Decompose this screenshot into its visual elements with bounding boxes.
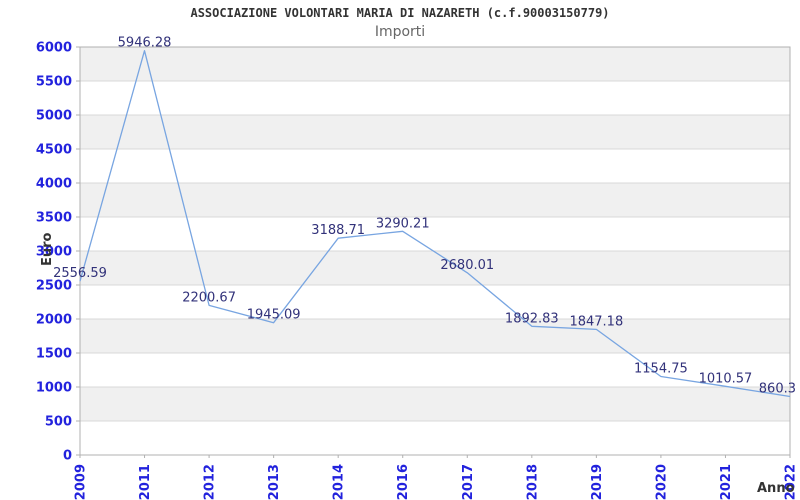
x-axis-title: Anno	[757, 481, 795, 496]
y-tick-label: 4000	[36, 177, 72, 192]
x-tick-label: 2012	[203, 464, 218, 500]
y-tick-label: 1500	[36, 347, 72, 362]
grid-band	[80, 115, 790, 149]
data-point-label: 1945.09	[247, 308, 301, 323]
y-tick-label: 2000	[36, 313, 72, 328]
x-tick-label: 2011	[138, 464, 153, 500]
x-tick-label: 2020	[654, 464, 669, 500]
y-tick-label: 4500	[36, 143, 72, 158]
x-tick-label: 2019	[590, 464, 605, 500]
data-point-label: 2680.01	[440, 258, 494, 273]
x-tick-label: 2013	[267, 464, 282, 500]
grid-band	[80, 183, 790, 217]
data-point-label: 2200.67	[182, 290, 236, 305]
y-tick-label: 500	[45, 415, 72, 430]
grid-band	[80, 319, 790, 353]
grid-band	[80, 47, 790, 81]
data-point-label: 1154.75	[634, 361, 688, 376]
x-tick-label: 2021	[719, 464, 734, 500]
data-point-label: 1847.18	[569, 314, 623, 329]
x-tick-label: 2014	[332, 464, 347, 500]
data-point-label: 3188.71	[311, 223, 365, 238]
chart-subtitle: Importi	[374, 24, 426, 40]
data-point-label: 1010.57	[699, 371, 753, 386]
y-tick-label: 0	[63, 449, 72, 464]
data-point-label: 2556.59	[53, 266, 107, 281]
y-tick-label: 5500	[36, 75, 72, 90]
data-point-label: 1892.83	[505, 311, 559, 326]
data-series-line	[79, 50, 791, 398]
y-tick-label: 6000	[36, 41, 72, 56]
data-point-label: 3290.21	[376, 216, 430, 231]
y-tick-label: 5000	[36, 109, 72, 124]
y-tick-label: 2500	[36, 279, 72, 294]
x-tick-label: 2017	[461, 464, 476, 500]
grid-band	[80, 387, 790, 421]
x-tick-label: 2018	[525, 464, 540, 500]
data-point-label: 860.3	[759, 381, 796, 396]
x-tick-label: 2022	[784, 464, 799, 500]
grid-band	[80, 251, 790, 285]
data-point-label: 5946.28	[118, 36, 172, 51]
x-tick-label: 2009	[74, 464, 89, 500]
y-tick-label: 3500	[36, 211, 72, 226]
x-tick-label: 2016	[396, 464, 411, 500]
y-axis-title: Euro	[40, 232, 55, 266]
y-tick-label: 1000	[36, 381, 72, 396]
y-tick-label: 3000	[36, 245, 72, 260]
chart-title: ASSOCIAZIONE VOLONTARI MARIA DI NAZARETH…	[190, 6, 610, 20]
